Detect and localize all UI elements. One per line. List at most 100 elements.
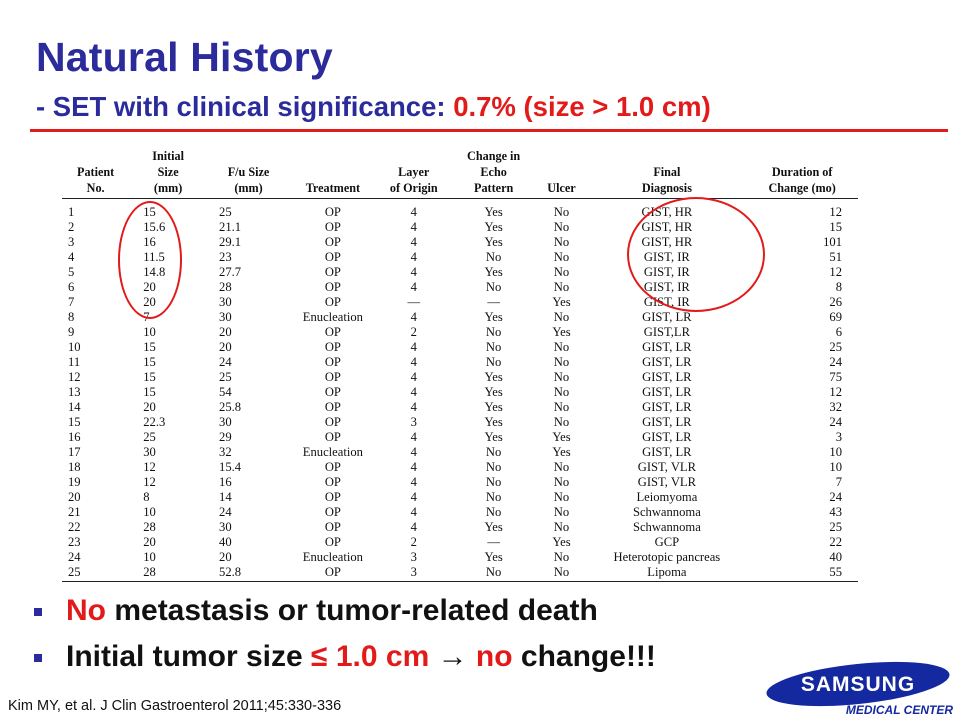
cell-echo: Yes [484,400,503,414]
table-row: 25 28 52.8 OP 3 No No Lipoma 55 [62,565,858,582]
table-row: 9 10 20 OP 2 No Yes GIST,LR 6 [62,325,858,340]
header-echo: Change in Echo Pattern [451,148,536,199]
cell-ulcer: No [553,370,570,384]
cell-initial-size: 10 [143,505,156,519]
samsung-medical-center-logo: SAMSUNG MEDICAL CENTER [766,661,953,717]
cell-initial-size: 12 [143,475,156,489]
cell-echo: Yes [484,415,503,429]
cell-patient: 25 [62,565,130,582]
cell-layer: 3 [375,565,452,582]
cell-layer: 4 [410,520,417,534]
cell-treatment: OP [324,280,341,294]
cell-duration: 55 [746,565,858,582]
cell-initial-size: 15 [143,370,156,384]
subtitle-highlight: 0.7% (size > 1.0 cm) [453,91,711,122]
cell-initial-size: 20 [143,400,156,414]
cell-patient: 22 [68,520,81,534]
cell-ulcer: No [553,550,570,564]
cell-ulcer: Yes [552,445,571,459]
cell-initial-size: 15.6 [143,220,166,234]
cell-echo: Yes [484,220,503,234]
cell-initial-size: 28 [129,565,208,582]
cell-ulcer: Yes [552,325,571,339]
cell-ulcer: No [553,220,570,234]
cell-duration: 10 [829,445,842,459]
cell-treatment: OP [324,475,341,489]
cell-treatment: OP [324,370,341,384]
header-layer: Layer of Origin [375,148,452,199]
table-row: 1 15 25 OP 4 Yes No GIST, HR 12 [62,199,858,221]
header-initial-size: Initial Size (mm) [129,148,208,199]
cell-treatment: OP [324,340,341,354]
cell-layer: 2 [410,535,417,549]
cell-echo: Yes [484,520,503,534]
cell-initial-size: 15 [143,355,156,369]
cell-echo: No [485,355,502,369]
table-row: 2 15.6 21.1 OP 4 Yes No GIST, HR 15 [62,220,858,235]
cell-echo: No [485,505,502,519]
cell-fu-size: 40 [219,535,232,549]
cell-echo: No [485,250,502,264]
table-body: 1 15 25 OP 4 Yes No GIST, HR 12 2 15.6 21.1 OP 4 Yes No… [62,199,858,582]
header-fu-size: F/u Size (mm) [207,148,291,199]
cell-fu-size: 15.4 [219,460,242,474]
cell-fu-size: 29.1 [219,235,242,249]
cell-ulcer: No [553,490,570,504]
cell-duration: 3 [835,430,842,444]
cell-duration: 25 [829,520,842,534]
table-row: 6 20 28 OP 4 No No GIST, IR 8 [62,280,858,295]
cell-treatment: OP [324,520,341,534]
cell-final-diagnosis: GIST, LR [642,415,692,429]
cell-final-diagnosis: Leiomyoma [636,490,698,504]
cell-layer: 4 [410,460,417,474]
cell-echo: Yes [484,430,503,444]
cell-treatment: OP [324,400,341,414]
cell-echo: Yes [484,310,503,324]
cell-final-diagnosis: GIST,LR [643,325,691,339]
cell-duration: 101 [823,235,842,249]
cell-patient: 3 [68,235,75,249]
cell-layer: 3 [410,550,417,564]
cell-layer: 4 [410,310,417,324]
table-row: 21 10 24 OP 4 No No Schwannoma 43 [62,505,858,520]
cell-final-diagnosis: GIST, LR [642,385,692,399]
table-row: 17 30 32 Enucleation 4 No Yes GIST, LR 10 [62,445,858,460]
cell-layer: 4 [410,400,417,414]
cell-fu-size: 16 [219,475,232,489]
cell-initial-size: 28 [143,520,156,534]
cell-layer: 4 [410,220,417,234]
cell-patient: 7 [68,295,75,309]
cell-echo: — [487,535,500,549]
natural-history-table: Patient No. Initial Size (mm) F/u Size (mm) … [62,148,862,582]
table-row: 10 15 20 OP 4 No No GIST, LR 25 [62,340,858,355]
citation: Kim MY, et al. J Clin Gastroenterol 2011… [8,698,342,714]
cell-echo: Yes [484,370,503,384]
cell-initial-size: 11.5 [143,250,165,264]
svg-text:SAMSUNG: SAMSUNG [801,673,915,696]
cell-treatment: OP [324,250,341,264]
table-row: 19 12 16 OP 4 No No GIST, VLR 7 [62,475,858,490]
cell-ulcer: Yes [552,295,571,309]
cell-treatment: OP [324,415,341,429]
cell-duration: 43 [829,505,842,519]
cell-duration: 26 [829,295,842,309]
table-row: 20 8 14 OP 4 No No Leiomyoma 24 [62,490,858,505]
table-row: 23 20 40 OP 2 — Yes GCP 22 [62,535,858,550]
cell-echo: Yes [484,235,503,249]
slide-subtitle: - SET with clinical significance: 0.7% (… [36,91,711,123]
cell-final-diagnosis: GIST, HR [641,205,693,219]
cell-initial-size: 7 [143,310,150,324]
cell-final-diagnosis: GIST, VLR [637,475,697,489]
cell-treatment: OP [324,505,341,519]
cell-treatment: Enucleation [302,310,363,324]
cell-fu-size: 25 [219,205,232,219]
cell-treatment: OP [324,460,341,474]
cell-final-diagnosis: GIST, VLR [637,460,697,474]
cell-duration: 51 [829,250,842,264]
cell-final-diagnosis: GIST, HR [641,235,693,249]
cell-treatment: OP [324,295,341,309]
cell-fu-size: 20 [219,550,232,564]
cell-echo: — [487,295,500,309]
cell-patient: 19 [68,475,81,489]
cell-initial-size: 20 [143,535,156,549]
